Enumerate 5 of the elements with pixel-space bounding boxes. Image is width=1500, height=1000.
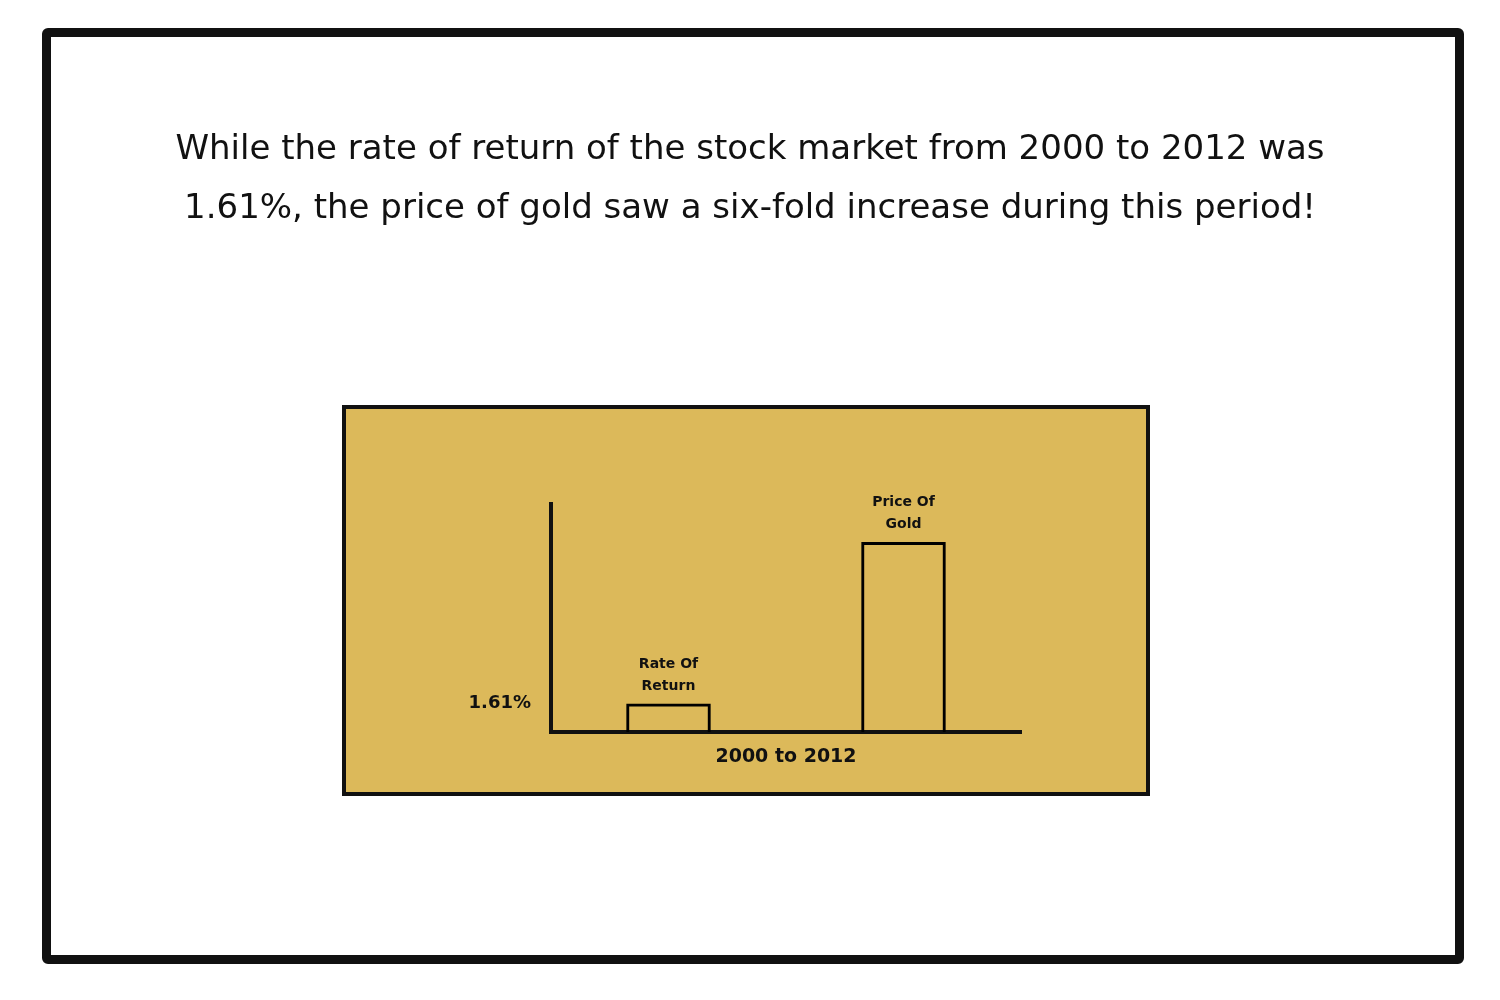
x-axis-title: 2000 to 2012 [715, 744, 857, 767]
chart-title: While the rate of return of the stock market from 2000 to 2012 was 1.61%, the price of gold saw a six-fold increase during this period! [174, 126, 1326, 228]
x-tick-label: Price Of Gold [872, 493, 936, 531]
text: 1.61% [468, 691, 531, 713]
x-tick-label: Rate Of Return [638, 654, 700, 693]
